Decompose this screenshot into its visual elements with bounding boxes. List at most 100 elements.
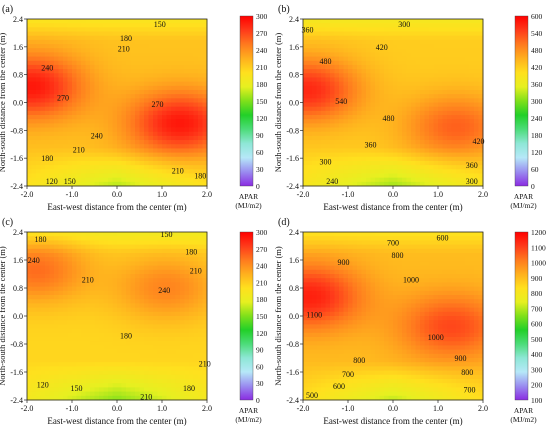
- heat-cell: [99, 181, 104, 187]
- heat-cell: [157, 358, 163, 363]
- heat-cell: [49, 253, 55, 258]
- heat-cell: [420, 110, 425, 116]
- heat-cell: [465, 60, 470, 66]
- heat-cell: [202, 119, 208, 124]
- heat-cell: [31, 131, 37, 137]
- heat-cell: [465, 169, 470, 174]
- heat-cell: [81, 48, 86, 53]
- heat-cell: [117, 19, 122, 24]
- heat-cell: [420, 19, 425, 24]
- heat-cell: [148, 261, 154, 266]
- heat-cell: [198, 119, 203, 124]
- heat-cell: [343, 181, 349, 187]
- heat-cell: [184, 383, 190, 388]
- heat-cell: [81, 328, 86, 334]
- heat-cell: [135, 31, 140, 37]
- heat-cell: [58, 31, 64, 37]
- heat-cell: [379, 127, 385, 133]
- heat-cell: [180, 123, 185, 128]
- heat-cell: [58, 89, 64, 95]
- heat-cell: [397, 152, 403, 158]
- heat-cell: [334, 73, 340, 78]
- heat-cell: [45, 52, 50, 57]
- heat-cell: [375, 64, 380, 70]
- heat-cell: [148, 383, 154, 388]
- heat-cell: [198, 140, 203, 145]
- heat-cell: [81, 257, 86, 262]
- heat-cell: [402, 98, 407, 103]
- heat-cell: [198, 77, 203, 83]
- heat-cell: [366, 181, 371, 187]
- heat-cell: [357, 160, 362, 166]
- heat-cell: [76, 102, 82, 108]
- contour-label: 210: [82, 275, 94, 284]
- y-tick-label: 1.6: [13, 43, 23, 52]
- heat-cell: [144, 232, 149, 237]
- heat-cell: [189, 85, 194, 91]
- heat-cell: [366, 173, 371, 179]
- heat-cell: [465, 48, 470, 53]
- heat-cell: [117, 353, 122, 359]
- heat-cell: [121, 73, 127, 78]
- heat-cell: [303, 85, 308, 91]
- heat-cell: [456, 173, 461, 179]
- heat-cell: [157, 156, 163, 162]
- heat-cell: [67, 35, 73, 41]
- heat-cell: [58, 23, 64, 28]
- heat-cell: [321, 56, 326, 62]
- heat-cell: [139, 240, 145, 245]
- heat-cell: [202, 278, 208, 283]
- heat-cell: [112, 127, 118, 133]
- heat-cell: [144, 299, 149, 304]
- heat-cell: [384, 35, 389, 41]
- heat-cell: [49, 156, 55, 162]
- heat-cell: [312, 140, 317, 145]
- heat-cell: [411, 56, 416, 62]
- heat-cell: [144, 169, 149, 174]
- heat-cell: [348, 56, 353, 62]
- heat-cell: [121, 269, 127, 275]
- heat-cell: [348, 177, 353, 183]
- heat-cell: [126, 236, 131, 241]
- heat-cell: [49, 379, 55, 384]
- heat-cell: [135, 140, 140, 145]
- heat-cell: [175, 64, 181, 70]
- heat-cell: [121, 320, 127, 325]
- heat-cell: [406, 60, 412, 66]
- heat-cell: [447, 69, 452, 74]
- heat-cell: [54, 148, 59, 153]
- heat-cell: [175, 156, 181, 162]
- heat-cell: [442, 31, 448, 37]
- heat-cell: [81, 345, 86, 350]
- heat-cell: [379, 110, 385, 116]
- colorbar-tick-label: 60: [256, 148, 264, 157]
- heat-cell: [456, 127, 461, 133]
- heat-cell: [144, 303, 149, 308]
- heat-cell: [148, 353, 154, 359]
- heat-cell: [193, 274, 199, 279]
- heat-cell: [397, 148, 403, 153]
- heat-cell: [45, 98, 50, 103]
- heat-cell: [85, 156, 91, 162]
- heat-cell: [366, 169, 371, 174]
- heat-cell: [447, 73, 452, 78]
- heat-cell: [424, 73, 430, 78]
- heat-cell: [339, 165, 344, 170]
- heat-cell: [370, 135, 376, 141]
- heat-cell: [148, 387, 154, 392]
- heat-cell: [166, 52, 172, 57]
- heat-cell: [103, 261, 109, 266]
- heat-cell: [465, 35, 470, 41]
- heat-cell: [202, 123, 208, 128]
- heat-cell: [175, 48, 181, 53]
- heat-cell: [162, 278, 167, 283]
- heat-cell: [189, 332, 194, 338]
- heat-cell: [325, 60, 331, 66]
- heat-cell: [316, 106, 322, 112]
- heat-cell: [54, 119, 59, 124]
- heat-cell: [334, 110, 340, 116]
- heat-cell: [40, 328, 46, 334]
- heat-cell: [148, 173, 154, 179]
- heat-cell: [198, 366, 203, 371]
- heat-cell: [469, 115, 475, 120]
